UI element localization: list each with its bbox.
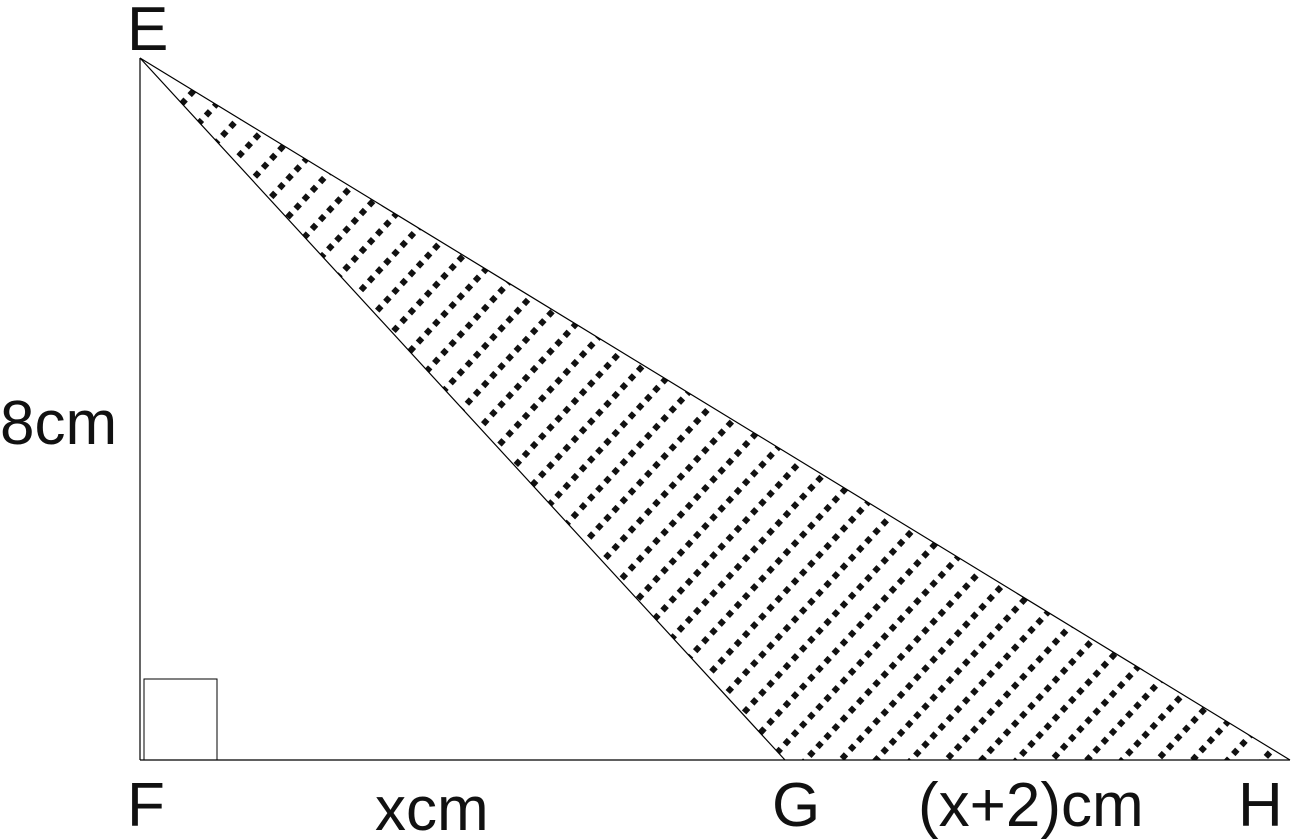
hatch-line — [140, 185, 1290, 760]
height-label: 8cm — [0, 389, 117, 458]
hatch-line — [140, 58, 1290, 613]
hatch-line — [140, 58, 1290, 385]
hatch-line — [140, 261, 1290, 760]
hatch-line — [140, 337, 1290, 760]
vertex-label-e: E — [127, 0, 168, 64]
hatch-line — [140, 58, 1290, 347]
hatch-line — [140, 58, 1290, 271]
vertex-label-h: H — [1238, 771, 1283, 839]
hatch-line — [140, 58, 1290, 575]
hatch-line — [140, 58, 1290, 760]
segment-eg — [139, 57, 786, 761]
fg-length-label: xcm — [375, 775, 489, 839]
hatch-line — [140, 58, 1290, 689]
hatch-line — [140, 58, 1290, 233]
hatch-line — [140, 58, 1290, 461]
side-eh — [139, 57, 1291, 761]
hatch-line — [140, 58, 1290, 760]
gh-length-label: (x+2)cm — [918, 771, 1144, 839]
hatch-line — [140, 58, 1290, 760]
hatch-line — [140, 58, 1290, 195]
hatch-line — [140, 58, 1290, 727]
right-angle-marker — [143, 678, 218, 761]
hatch-line — [140, 58, 1290, 537]
hatch-line — [140, 58, 1290, 651]
vertex-label-g: G — [772, 771, 820, 839]
shaded-region-hatching — [140, 58, 1290, 760]
hatch-line — [140, 58, 1290, 309]
vertex-label-f: F — [127, 771, 165, 839]
